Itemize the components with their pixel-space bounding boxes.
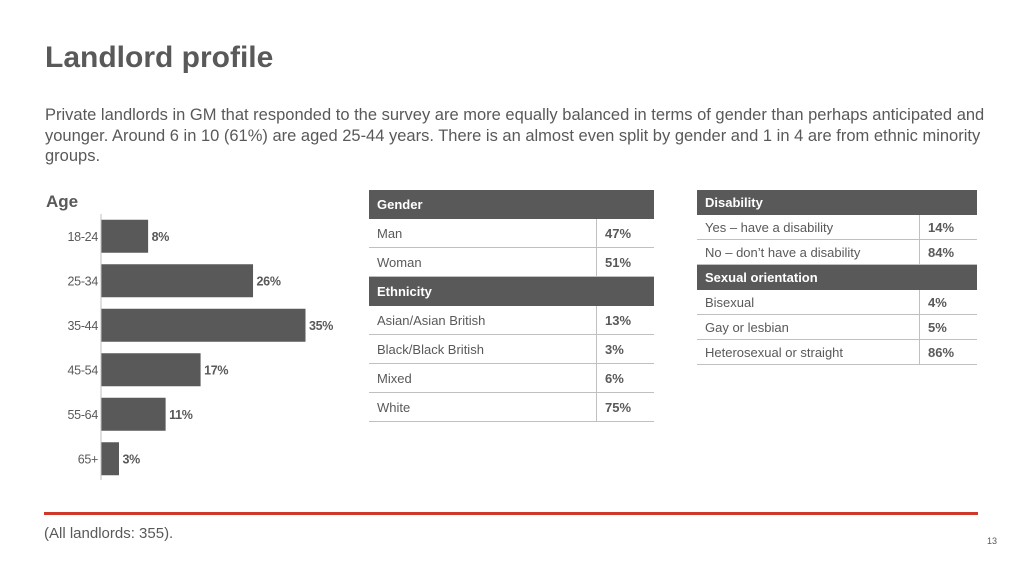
table-row: White 75% bbox=[369, 392, 654, 422]
age-tick-label: 55-64 bbox=[68, 408, 99, 422]
age-data-label: 3% bbox=[122, 452, 140, 466]
table-header-row: Disability bbox=[697, 190, 977, 215]
age-data-label: 8% bbox=[152, 230, 170, 244]
age-bar-chart: 18-24 8% 25-34 26% 35-44 35% 45-54 17% 55-64 11% 6… bbox=[68, 214, 334, 480]
intro-paragraph: Private landlords in GM that responded t… bbox=[45, 106, 985, 165]
age-data-label: 11% bbox=[169, 408, 193, 422]
age-data-label: 35% bbox=[309, 319, 333, 333]
orientation-label: Bisexual bbox=[697, 290, 920, 315]
age-data-label: 26% bbox=[257, 274, 281, 288]
ethnicity-label: Asian/Asian British bbox=[369, 306, 597, 335]
orientation-value: 4% bbox=[919, 290, 977, 315]
age-bar-25-34 bbox=[101, 264, 254, 298]
table-header-row: Gender bbox=[369, 190, 654, 219]
disability-label: No – don’t have a disability bbox=[697, 239, 920, 265]
sexual-orientation-header: Sexual orientation bbox=[697, 264, 977, 290]
age-tick-label: 45-54 bbox=[68, 363, 99, 377]
gender-label: Woman bbox=[369, 247, 597, 277]
disability-header: Disability bbox=[697, 190, 977, 215]
age-bar-18-24 bbox=[101, 219, 149, 253]
disability-value: 84% bbox=[919, 239, 977, 265]
disability-orientation-table: Disability Yes – have a disability 14% N… bbox=[697, 190, 977, 365]
table-row: Man 47% bbox=[369, 219, 654, 248]
gender-value: 47% bbox=[596, 219, 654, 248]
age-data-label: 17% bbox=[204, 363, 228, 377]
disability-label: Yes – have a disability bbox=[697, 215, 920, 240]
age-bar-45-54 bbox=[101, 353, 201, 387]
age-tick-label: 65+ bbox=[78, 452, 98, 466]
table-row: Asian/Asian British 13% bbox=[369, 306, 654, 335]
table-header-row: Sexual orientation bbox=[697, 264, 977, 290]
ethnicity-value: 13% bbox=[596, 306, 654, 335]
table-row: Gay or lesbian 5% bbox=[697, 314, 977, 340]
orientation-label: Gay or lesbian bbox=[697, 314, 920, 340]
orientation-label: Heterosexual or straight bbox=[697, 339, 920, 365]
table-row: Woman 51% bbox=[369, 247, 654, 277]
age-chart-title: Age bbox=[46, 192, 79, 211]
age-bar-65+ bbox=[101, 442, 119, 476]
age-tick-label: 25-34 bbox=[68, 274, 99, 288]
ethnicity-value: 6% bbox=[596, 363, 654, 393]
gender-header: Gender bbox=[369, 190, 654, 219]
disability-value: 14% bbox=[919, 215, 977, 240]
table-row: Mixed 6% bbox=[369, 363, 654, 393]
age-tick-label: 18-24 bbox=[68, 230, 99, 244]
table-row: Bisexual 4% bbox=[697, 290, 977, 315]
age-tick-label: 35-44 bbox=[68, 319, 99, 333]
gender-label: Man bbox=[369, 219, 597, 248]
page-number: 13 bbox=[987, 536, 998, 546]
orientation-value: 5% bbox=[919, 314, 977, 340]
ethnicity-header: Ethnicity bbox=[369, 276, 654, 306]
accent-rule bbox=[44, 512, 978, 515]
ethnicity-value: 3% bbox=[596, 334, 654, 364]
table-row: Heterosexual or straight 86% bbox=[697, 339, 977, 365]
table-row: Black/Black British 3% bbox=[369, 334, 654, 364]
table-row: No – don’t have a disability 84% bbox=[697, 239, 977, 265]
ethnicity-label: Mixed bbox=[369, 363, 597, 393]
table-header-row: Ethnicity bbox=[369, 276, 654, 306]
ethnicity-label: White bbox=[369, 392, 597, 422]
orientation-value: 86% bbox=[919, 339, 977, 365]
gender-ethnicity-table: Gender Man 47% Woman 51% Ethnicity Asian… bbox=[369, 190, 654, 422]
ethnicity-label: Black/Black British bbox=[369, 334, 597, 364]
age-bar-35-44 bbox=[101, 308, 306, 342]
page-title: Landlord profile bbox=[45, 41, 274, 74]
age-bar-55-64 bbox=[101, 397, 166, 431]
table-row: Yes – have a disability 14% bbox=[697, 215, 977, 240]
gender-value: 51% bbox=[596, 247, 654, 277]
base-footnote: (All landlords: 355). bbox=[44, 525, 174, 542]
ethnicity-value: 75% bbox=[596, 392, 654, 422]
